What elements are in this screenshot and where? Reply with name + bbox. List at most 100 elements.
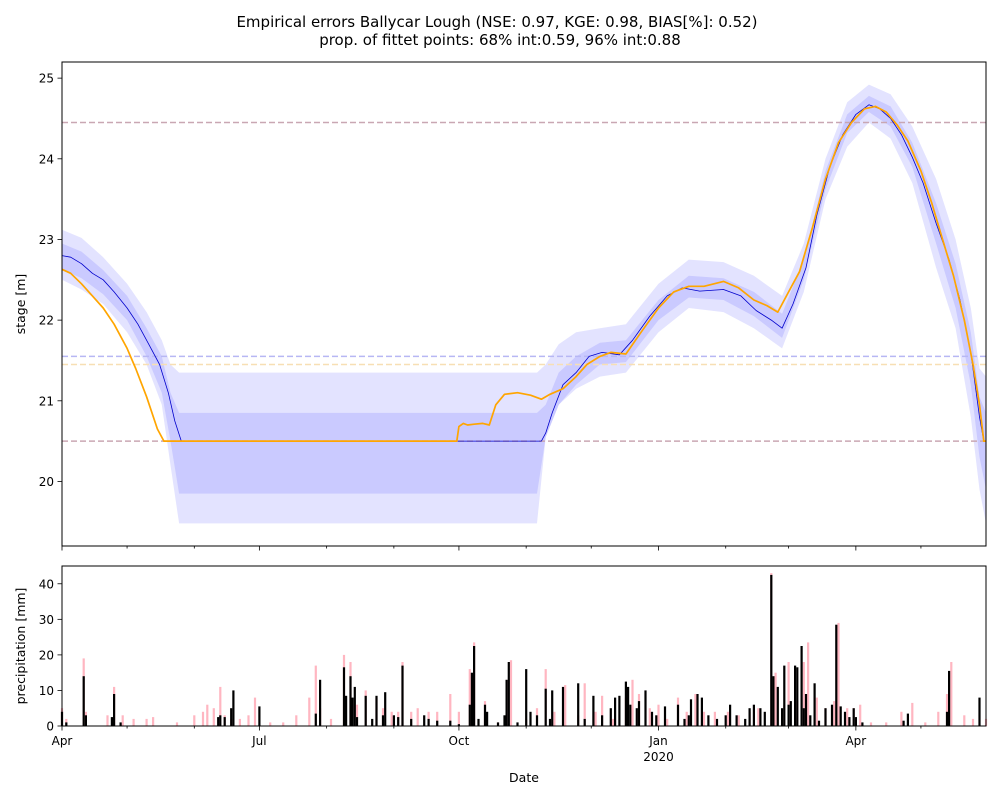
precipitation-b-bar	[473, 646, 476, 726]
precipitation-a-bar	[802, 662, 805, 726]
precipitation-a-bar	[212, 708, 215, 726]
precipitation-a-bar	[206, 704, 209, 726]
precipitation-b-bar	[113, 694, 116, 726]
precipitation-b-bar	[507, 662, 510, 726]
precipitation-a-bar	[509, 660, 513, 726]
precipitation-b-bar	[906, 713, 909, 726]
precipitation-a-bar	[175, 722, 179, 726]
precipitation-a-bar	[631, 679, 634, 726]
precipitation-a-bar	[247, 715, 250, 726]
precipitation-a-bar	[971, 718, 975, 726]
precipitation-b-bar	[772, 676, 775, 726]
precipitation-x-ticks: Apr Jul Oct Jan 2020 Apr	[52, 726, 922, 764]
precipitation-b-bar	[230, 708, 233, 726]
x-tick-label: Oct	[449, 734, 470, 748]
precipitation-plot: Apr Jul Oct Jan 2020 Apr 0 10 20 30 40 precipitat…	[13, 565, 988, 785]
precipitation-b-bar	[637, 701, 641, 726]
precipitation-b-bar	[948, 670, 951, 726]
precipitation-a-bar	[702, 711, 706, 726]
precipitation-b-bar	[978, 697, 981, 726]
precipitation-a-bar	[787, 662, 790, 726]
precipitation-a-bar	[145, 718, 148, 726]
precipitation-b-bar	[232, 690, 235, 726]
precipitation-b-bar	[353, 686, 356, 726]
stage-y-axis-label: stage [m]	[13, 274, 28, 335]
precipitation-b-bar	[945, 711, 949, 726]
precipitation-b-bar	[351, 697, 354, 726]
precipitation-a-bar	[594, 711, 597, 726]
precipitation-b-bar	[82, 676, 85, 726]
precipitation-a-bar	[329, 718, 333, 726]
precipitation-a-bar	[900, 711, 903, 726]
precipitation-b-bar	[449, 720, 452, 726]
y-tick-label: 24	[39, 152, 54, 166]
precipitation-b-bar	[618, 695, 621, 726]
precipitation-b-bar	[535, 715, 539, 726]
y-tick-label: 20	[39, 475, 54, 489]
y-tick-label: 30	[39, 613, 54, 627]
precipitation-b-bar	[744, 718, 747, 726]
stage-uncertainty-bands	[62, 84, 986, 524]
precipitation-b-bar	[700, 697, 703, 726]
chart-title-line-2: prop. of fittet points: 68% int:0.59, 96…	[319, 31, 681, 49]
precipitation-b-bar	[601, 715, 604, 726]
precipitation-b-bar	[392, 715, 395, 726]
precipitation-b-bar	[410, 718, 413, 726]
precipitation-b-bar	[401, 665, 404, 726]
precipitation-a-bar	[885, 722, 888, 726]
precipitation-a-bar	[193, 715, 196, 726]
precipitation-b-bar	[763, 711, 766, 726]
stage-x-ticks	[61, 546, 922, 551]
precipitation-b-bar	[724, 715, 727, 726]
precipitation-a-bar	[846, 708, 849, 726]
precipitation-b-bar	[843, 711, 847, 726]
precipitation-a-bar	[308, 697, 311, 726]
x-axis-label: Date	[509, 770, 539, 785]
precipitation-b-bar	[735, 715, 738, 726]
precipitation-b-bar	[609, 708, 612, 726]
precipitation-b-bar	[561, 686, 565, 726]
precipitation-a-bar	[564, 685, 567, 726]
precipitation-b-bar	[468, 704, 471, 726]
simulated-stage-line	[61, 104, 986, 442]
precipitation-bars-black	[60, 574, 981, 726]
precipitation-b-bar	[689, 699, 693, 726]
precipitation-b-bar	[592, 695, 595, 726]
precipitation-b-bar	[776, 686, 779, 726]
y-tick-label: 0	[46, 720, 54, 734]
precipitation-b-bar	[809, 715, 812, 726]
y-tick-label: 22	[39, 314, 54, 328]
precipitation-a-bar	[924, 722, 927, 726]
y-tick-label: 20	[39, 648, 54, 662]
precipitation-a-bar	[253, 697, 257, 726]
precipitation-b-bar	[470, 672, 473, 726]
precipitation-a-bar	[833, 701, 836, 726]
precipitation-b-bar	[355, 717, 359, 726]
precipitation-a-bar	[269, 722, 272, 726]
precipitation-b-bar	[496, 722, 500, 726]
precipitation-a-bar	[807, 642, 810, 726]
precipitation-a-bar	[106, 715, 109, 726]
precipitation-b-bar	[852, 708, 855, 726]
precipitation-b-bar	[119, 722, 122, 726]
y-tick-label: 25	[39, 72, 54, 86]
precipitation-b-bar	[258, 706, 261, 726]
precipitation-a-bar	[436, 711, 439, 726]
precipitation-a-bar	[583, 683, 586, 726]
precipitation-a-bar	[611, 718, 614, 726]
observed-stage-line	[61, 105, 986, 442]
stage-plot-frame	[61, 61, 987, 547]
precipitation-a-bar	[201, 711, 205, 726]
precipitation-b-bar	[614, 697, 617, 726]
precipitation-b-bar	[644, 690, 647, 726]
precipitation-a-bar	[457, 711, 460, 726]
x-tick-label: Apr	[52, 734, 73, 748]
precipitation-b-bar	[635, 708, 638, 726]
x-tick-label: Jan	[648, 734, 668, 748]
precipitation-a-bar	[468, 669, 471, 726]
precipitation-b-bar	[902, 720, 905, 726]
precipitation-a-bar	[869, 722, 873, 726]
precipitation-b-bar	[655, 715, 658, 726]
x-tick-sublabel: 2020	[643, 750, 674, 764]
